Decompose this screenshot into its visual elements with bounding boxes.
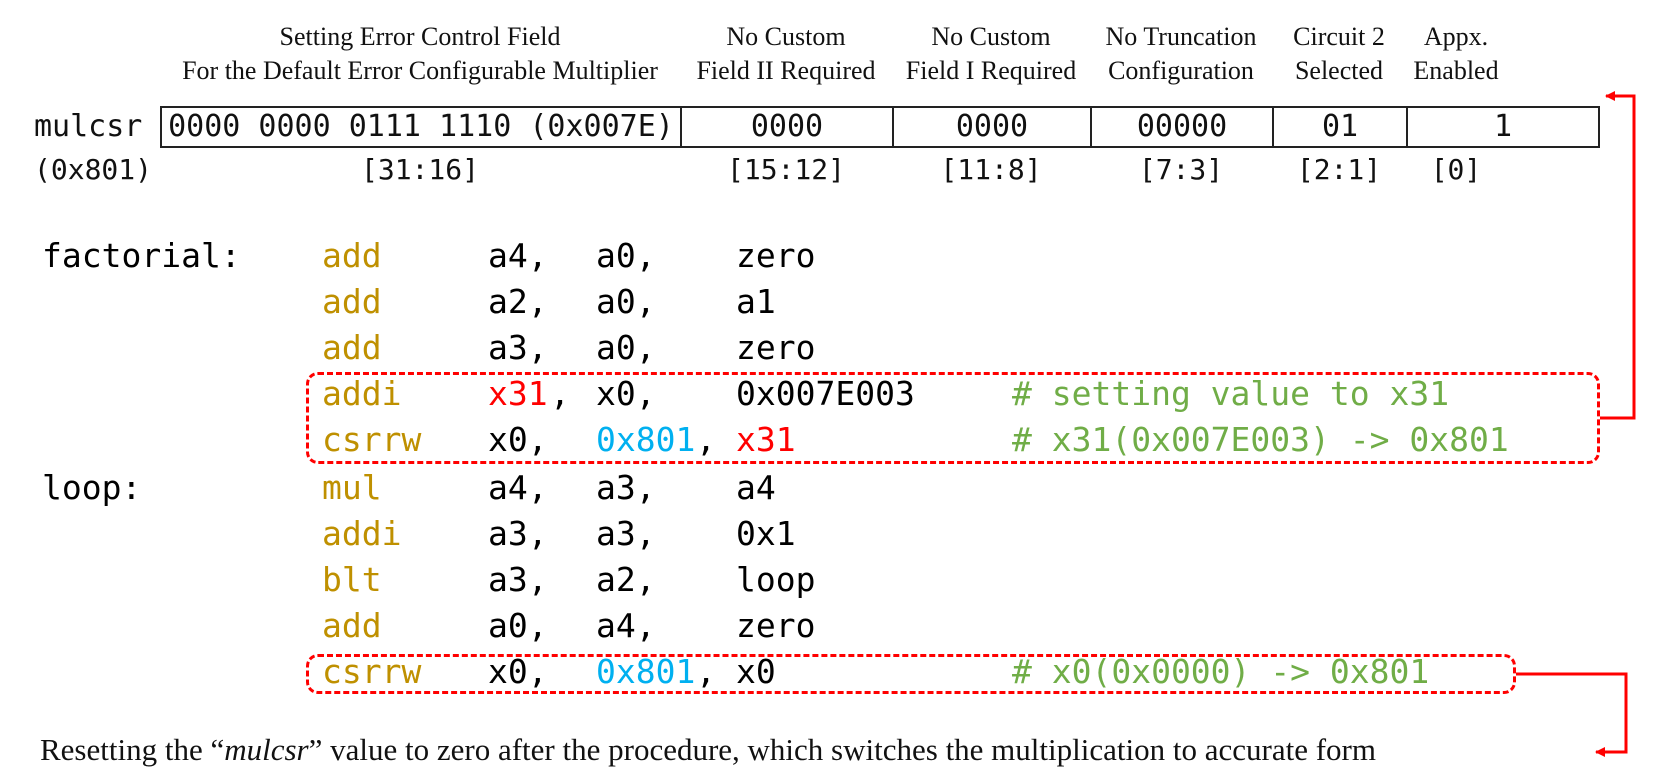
header-custom-field-2: No Custom Field II Required — [680, 20, 892, 88]
code-operand-1: x0, — [488, 652, 548, 691]
code-mnemonic: addi — [322, 374, 402, 413]
code-mnemonic: addi — [322, 514, 402, 553]
field-divider — [892, 108, 894, 146]
code-label: loop: — [42, 468, 142, 507]
code-mnemonic: add — [322, 328, 382, 367]
note-prefix: Resetting the “ — [40, 732, 225, 767]
header-line2: Field I Required — [905, 56, 1077, 85]
code-comment: # x31(0x007E003) -> 0x801 — [1012, 420, 1509, 459]
code-operand-1: a2, — [488, 282, 548, 321]
code-mnemonic: add — [322, 606, 382, 645]
code-operand-2-tail: , — [696, 420, 716, 459]
note-italic-register: mulcsr — [224, 732, 309, 767]
header-custom-field-1: No Custom Field I Required — [892, 20, 1090, 88]
code-operand-1: x31 — [488, 374, 548, 413]
field-value-11-8: 0000 — [955, 109, 1029, 144]
register-address: (0x801) — [34, 153, 153, 186]
code-operand-1-tail: , — [550, 374, 570, 413]
field-divider — [1406, 108, 1408, 146]
code-mnemonic: add — [322, 236, 382, 275]
code-operand-2: a3, — [596, 514, 656, 553]
code-operand-1: a4, — [488, 468, 548, 507]
code-operand-2: x0, — [596, 374, 656, 413]
header-line1: Appx. — [1423, 22, 1489, 51]
header-truncation: No Truncation Configuration — [1090, 20, 1272, 88]
range-11-8: [11:8] — [940, 153, 1042, 186]
code-operand-2-tail: , — [696, 652, 716, 691]
header-circuit: Circuit 2 Selected — [1272, 20, 1406, 88]
code-operand-3: 0x007E003 — [736, 374, 915, 413]
header-approx-enabled: Appx. Enabled — [1406, 20, 1506, 88]
code-comment: # x0(0x0000) -> 0x801 — [1012, 652, 1430, 691]
range-0: [0] — [1430, 153, 1482, 186]
code-label: factorial: — [42, 236, 241, 275]
code-operand-3: loop — [736, 560, 816, 599]
code-mnemonic: blt — [322, 560, 382, 599]
range-2-1: [2:1] — [1296, 153, 1382, 186]
header-line2: Enabled — [1413, 56, 1499, 85]
code-operand-1: x0, — [488, 420, 548, 459]
field-value-2-1: 01 — [1321, 109, 1359, 144]
code-mnemonic: mul — [322, 468, 382, 507]
code-operand-3: x0 — [736, 652, 776, 691]
field-divider — [1272, 108, 1274, 146]
header-line1: No Custom — [726, 22, 846, 51]
range-15-12: [15:12] — [726, 153, 845, 186]
header-line1: No Custom — [931, 22, 1051, 51]
code-operand-1: a0, — [488, 606, 548, 645]
header-line2: Field II Required — [696, 56, 876, 85]
note-suffix: ” value to zero after the procedure, whi… — [308, 732, 1376, 767]
code-operand-1: a3, — [488, 328, 548, 367]
code-operand-2: a0, — [596, 236, 656, 275]
field-divider — [680, 108, 682, 146]
code-operand-2: 0x801 — [596, 420, 696, 459]
header-line2: For the Default Error Configurable Multi… — [182, 56, 658, 85]
field-value-31-16: 0000 0000 0111 1110 (0x007E) — [168, 109, 674, 144]
header-line1: Circuit 2 — [1293, 22, 1385, 51]
code-operand-2: 0x801 — [596, 652, 696, 691]
code-operand-3: 0x1 — [736, 514, 796, 553]
header-line2: Configuration — [1108, 56, 1254, 85]
code-operand-3: a4 — [736, 468, 776, 507]
code-operand-2: a0, — [596, 282, 656, 321]
range-31-16: [31:16] — [360, 153, 479, 186]
code-operand-3: x31 — [736, 420, 796, 459]
code-mnemonic: csrrw — [322, 652, 422, 691]
code-operand-3: a1 — [736, 282, 776, 321]
header-line1: Setting Error Control Field — [279, 22, 561, 51]
reset-note: Resetting the “mulcsr” value to zero aft… — [40, 730, 1376, 770]
code-operand-3: zero — [736, 236, 816, 275]
header-line1: No Truncation — [1105, 22, 1257, 51]
code-operand-1: a3, — [488, 560, 548, 599]
code-comment: # setting value to x31 — [1012, 374, 1450, 413]
field-value-7-3: 00000 — [1136, 109, 1228, 144]
field-value-15-12: 0000 — [750, 109, 824, 144]
setup-callout-box — [306, 372, 1600, 464]
range-7-3: [7:3] — [1138, 153, 1224, 186]
header-error-control: Setting Error Control Field For the Defa… — [160, 20, 680, 88]
code-operand-2: a0, — [596, 328, 656, 367]
code-mnemonic: csrrw — [322, 420, 422, 459]
code-operand-2: a2, — [596, 560, 656, 599]
reset-callout-box — [306, 654, 1516, 694]
field-value-0: 1 — [1493, 109, 1513, 144]
code-operand-1: a3, — [488, 514, 548, 553]
code-operand-1: a4, — [488, 236, 548, 275]
code-operand-3: zero — [736, 328, 816, 367]
register-field-box: 0000 0000 0111 1110 (0x007E) 0000 0000 0… — [160, 106, 1600, 148]
header-line2: Selected — [1294, 56, 1384, 85]
setup-arrow — [1600, 91, 1636, 420]
code-mnemonic: add — [322, 282, 382, 321]
field-divider — [1090, 108, 1092, 146]
code-operand-2: a3, — [596, 468, 656, 507]
reset-arrow — [1516, 672, 1628, 757]
register-name: mulcsr — [34, 109, 143, 144]
code-operand-2: a4, — [596, 606, 656, 645]
code-operand-3: zero — [736, 606, 816, 645]
